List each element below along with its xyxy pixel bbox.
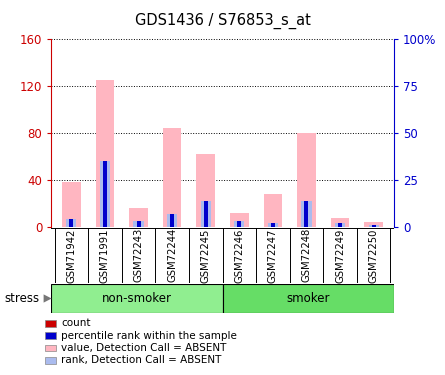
Text: stress: stress [4,292,40,305]
Bar [201,201,211,227]
Text: smoker: smoker [287,292,330,305]
Text: GSM71942: GSM71942 [66,228,77,283]
Bar [204,223,208,227]
Text: count: count [61,318,90,328]
Bar [230,213,249,227]
Text: percentile rank within the sample: percentile rank within the sample [61,331,237,340]
Bar [62,182,81,227]
Bar [372,225,376,227]
Text: GSM72248: GSM72248 [301,228,312,282]
Bar [204,201,208,227]
Bar [368,225,379,227]
Bar [263,194,282,227]
Bar [196,154,215,227]
Text: value, Detection Call = ABSENT: value, Detection Call = ABSENT [61,343,227,353]
Bar [335,223,345,227]
Bar [137,221,141,227]
Bar [338,225,342,227]
Bar [301,201,312,227]
Bar [129,208,148,227]
Text: GSM72243: GSM72243 [134,228,144,282]
Bar [237,221,241,227]
Bar [234,221,244,227]
Bar [51,284,223,313]
Bar [268,223,278,227]
Bar [222,284,394,313]
Text: GDS1436 / S76853_s_at: GDS1436 / S76853_s_at [134,13,311,29]
Text: rank, Detection Call = ABSENT: rank, Detection Call = ABSENT [61,356,221,365]
Bar [271,223,275,227]
Bar [237,223,241,227]
Bar [271,225,275,227]
Text: GSM72246: GSM72246 [235,228,244,283]
Bar [134,221,144,227]
Bar [103,161,107,227]
Bar [170,223,174,227]
Bar [137,225,141,227]
Bar [372,225,376,227]
Bar [364,222,383,227]
Bar [304,223,308,227]
Text: GSM72249: GSM72249 [335,228,345,283]
Bar [304,201,308,227]
Bar [96,80,114,227]
Bar [338,223,342,227]
Text: GSM72245: GSM72245 [201,228,210,283]
Text: GSM71991: GSM71991 [100,228,110,283]
Bar [69,219,73,227]
Bar [66,219,77,227]
Bar [100,161,110,227]
Bar [331,217,349,227]
Bar [163,128,182,227]
Text: non-smoker: non-smoker [102,292,172,305]
Bar [297,133,316,227]
Bar [170,214,174,227]
Text: GSM72244: GSM72244 [167,228,177,282]
Bar [167,214,177,227]
Bar [69,223,73,227]
Text: GSM72247: GSM72247 [268,228,278,283]
Bar [103,223,107,227]
Text: GSM72250: GSM72250 [368,228,379,283]
